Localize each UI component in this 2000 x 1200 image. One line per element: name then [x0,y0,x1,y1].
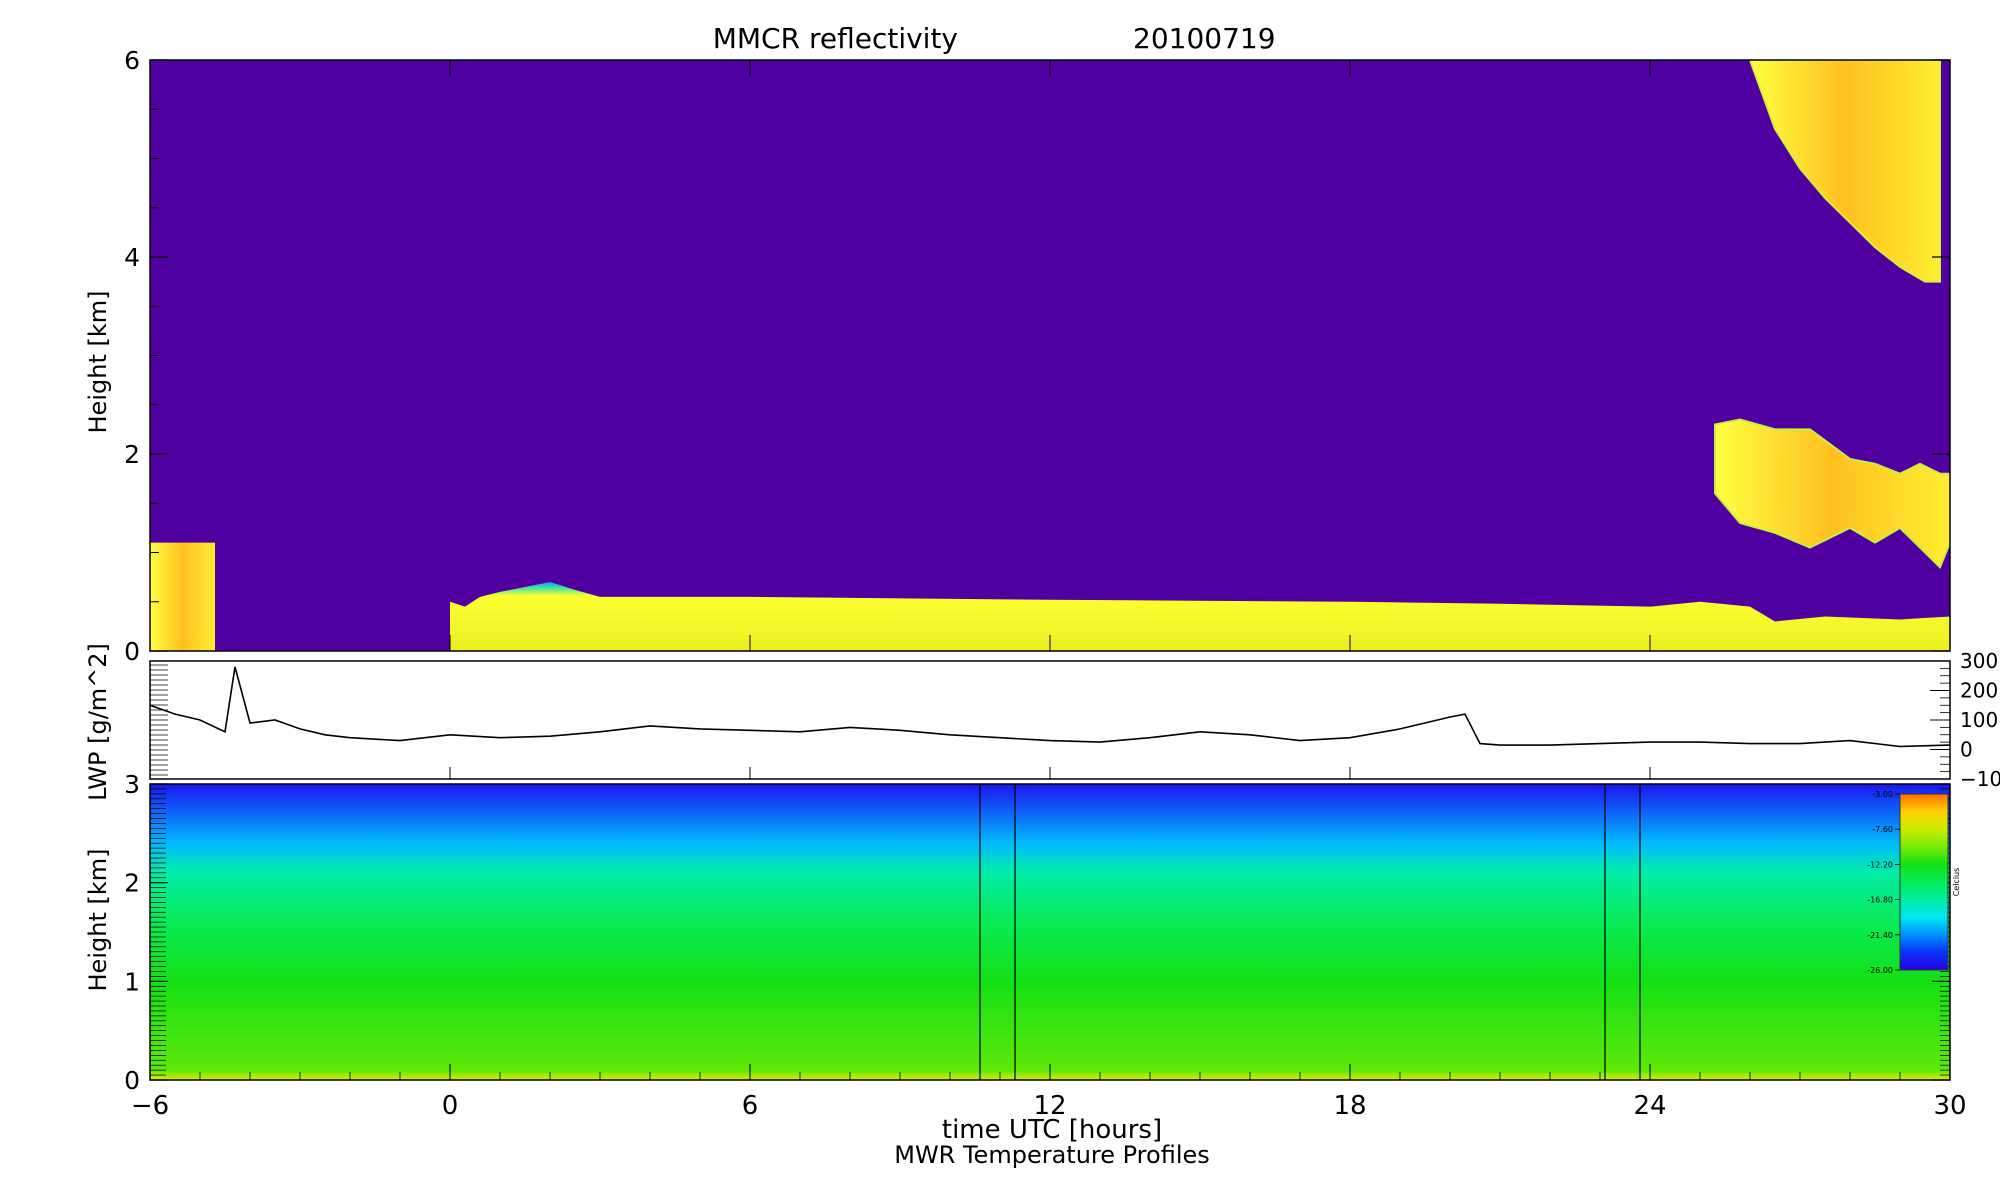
colorbar-tick-label: -26.00 [1867,966,1893,975]
radar-cloud-early-boundary-layer [150,542,215,651]
x-tick-label: 0 [442,1091,459,1121]
colorbar-tick-label: -12.20 [1867,860,1893,869]
radar-cloud-upper [1748,60,1941,283]
radar-y-tick-label: 0 [124,637,140,666]
x-tick-label: 24 [1633,1091,1666,1121]
colorbar [1899,793,1949,971]
radar-cloud-boundary-layer [450,582,1950,651]
lwp-series-line [149,666,1951,748]
lwp-panel: 300 200 100 0 −10 [149,649,2000,791]
temperature-y-tick-label: 0 [124,1066,140,1095]
colorbar-tick-label: -21.40 [1867,931,1893,940]
colorbar-tick-label: -16.80 [1867,896,1893,905]
temperature-y-tick-label: 1 [124,967,140,996]
radar-cloud-group [150,60,1950,651]
radar-y-tick-label: 4 [124,243,140,272]
x-tick-label: 6 [742,1091,759,1121]
lwp-y-tick-label: 300 [1960,649,1998,673]
bottom-caption: MWR Temperature Profiles [894,1141,1210,1169]
lwp-y-tick-label: 0 [1960,738,1973,762]
radar-y-tick-label: 6 [124,46,140,75]
chart-title: MMCR reflectivity [713,22,958,55]
lwp-y-axis-label: LWP [g/m^2] [84,643,112,801]
colorbar-tick-label: -3.00 [1872,790,1893,799]
x-tick-label: 18 [1333,1091,1366,1121]
x-tick-label: 12 [1033,1091,1066,1121]
radar-cloud-mid-level [1714,418,1950,570]
temperature-y-axis-label: Height [km] [84,849,112,992]
lwp-y-tick-label: 200 [1960,679,1998,703]
lwp-y-tick-label: 100 [1960,708,1998,732]
chart-date: 20100719 [1133,22,1276,55]
radar-y-tick-label: 2 [124,440,140,469]
lwp-frame [149,660,1951,780]
temperature-y-tick-label: 2 [124,869,140,898]
radar-panel: 0 2 4 6 [124,46,1951,666]
radar-background [150,60,1950,651]
radar-y-axis-label: Height [km] [84,291,112,434]
temperature-y-tick-label: 3 [124,770,140,799]
x-tick-label: 30 [1933,1091,1966,1121]
x-axis-label: time UTC [hours] [942,1115,1162,1145]
colorbar-label: Celcius [1952,868,1961,897]
x-tick-label: −6 [131,1091,169,1121]
lwp-y-tick-label: −10 [1960,767,2000,791]
colorbar-tick-label: -7.60 [1872,825,1893,834]
temperature-field-group [150,784,1950,1080]
temperature-field [150,784,1950,1080]
